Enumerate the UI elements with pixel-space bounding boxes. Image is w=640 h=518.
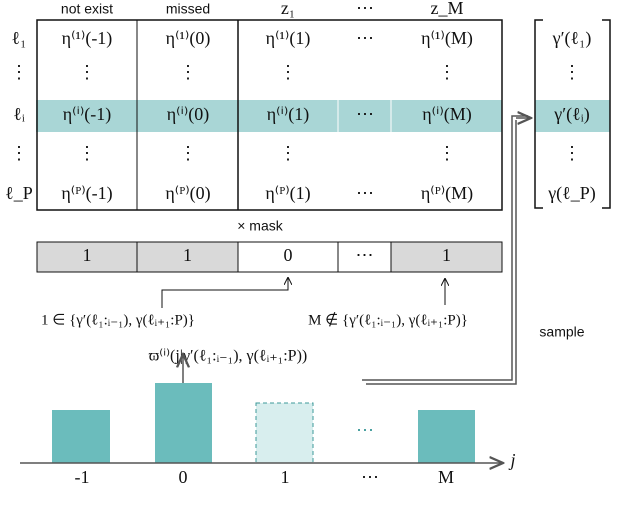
tick-label: -1	[75, 467, 90, 487]
mask-value: 1	[83, 245, 92, 265]
highlight-row	[36, 100, 502, 132]
cell: ⋮	[438, 62, 456, 82]
ellipsis: ⋯	[356, 420, 374, 440]
cell: ⋮	[179, 143, 197, 163]
matrix	[36, 19, 503, 211]
mask-label: × mask	[237, 218, 284, 234]
bar	[418, 410, 475, 463]
tick-label: M	[438, 467, 454, 487]
cell: η⁽¹⁾(-1)	[62, 28, 113, 49]
tick-label: 1	[281, 467, 290, 487]
bracket	[534, 19, 611, 209]
row-label: ℓᵢ	[13, 104, 25, 124]
vector-entry: ⋮	[563, 62, 581, 82]
annotation: 1 ∈ {γ′(ℓ₁:ᵢ₋₁), γ(ℓᵢ₊₁:P)}	[41, 312, 195, 328]
cell: ⋯	[356, 28, 374, 48]
bar	[155, 383, 212, 463]
tick-label: ⋯	[361, 467, 379, 487]
bar	[255, 402, 314, 464]
cell: η⁽¹⁾(0)	[166, 28, 211, 49]
cell: η⁽ⁱ⁾(1)	[267, 104, 309, 125]
arrow	[161, 278, 288, 308]
sample-label: sample	[539, 324, 584, 340]
vector-entry: γ′(ℓ₁)	[552, 28, 592, 49]
cell: η⁽¹⁾(M)	[421, 28, 473, 49]
cell: ⋮	[279, 143, 297, 163]
mask-cell	[36, 241, 138, 273]
cell: η⁽ⁱ⁾(0)	[167, 104, 209, 125]
row-label: ℓ_P	[5, 183, 33, 203]
table-border	[36, 19, 503, 211]
mask-value: 1	[442, 245, 451, 265]
annotation: ϖ⁽ⁱ⁾(j|γ′(ℓ₁:ᵢ₋₁), γ(ℓᵢ₊₁:P))	[149, 348, 307, 365]
row-label: ℓ₁	[12, 28, 27, 48]
cell: ⋮	[179, 62, 197, 82]
mask-value: 1	[183, 245, 192, 265]
cell: η⁽ⁱ⁾(-1)	[63, 104, 111, 125]
cell: ⋮	[438, 143, 456, 163]
row-label: ⋮	[10, 62, 28, 82]
row-label: ⋮	[10, 143, 28, 163]
cell: ⋯	[356, 183, 374, 203]
column-header: z_M	[431, 0, 464, 18]
vector-entry: γ(ℓ_P)	[547, 183, 596, 204]
cell: ⋮	[78, 62, 96, 82]
mask-value: 0	[284, 245, 293, 265]
mask-value: ⋯	[356, 245, 374, 265]
axis-label: j	[508, 450, 515, 470]
mask-cell	[237, 241, 339, 273]
vector-entry: ⋮	[563, 143, 581, 163]
cell: η⁽ᴾ⁾(M)	[421, 183, 473, 204]
highlight	[535, 100, 610, 132]
column-header: ⋯	[356, 0, 374, 18]
column-header: not exist	[61, 1, 113, 17]
vector-entry: γ′(ℓᵢ)	[553, 104, 589, 125]
cell: η⁽ᴾ⁾(1)	[265, 183, 310, 204]
cell: ⋮	[279, 62, 297, 82]
cell: η⁽ᴾ⁾(-1)	[61, 183, 112, 204]
cell: ⋮	[78, 143, 96, 163]
tick-label: 0	[179, 467, 188, 487]
cell: η⁽ⁱ⁾(M)	[422, 104, 471, 125]
histogram: ⋯ j	[20, 354, 516, 470]
cell: η⁽ᴾ⁾(0)	[165, 183, 210, 204]
column-header: z₁	[281, 0, 295, 18]
mask-cell	[390, 241, 503, 273]
cell: η⁽¹⁾(1)	[266, 28, 311, 49]
cell: ⋯	[356, 104, 374, 124]
annotation: M ∉ {γ′(ℓ₁:ᵢ₋₁), γ(ℓᵢ₊₁:P)}	[308, 311, 468, 328]
column-header: missed	[166, 1, 210, 17]
mask-cell	[136, 241, 239, 273]
bar	[52, 410, 110, 463]
